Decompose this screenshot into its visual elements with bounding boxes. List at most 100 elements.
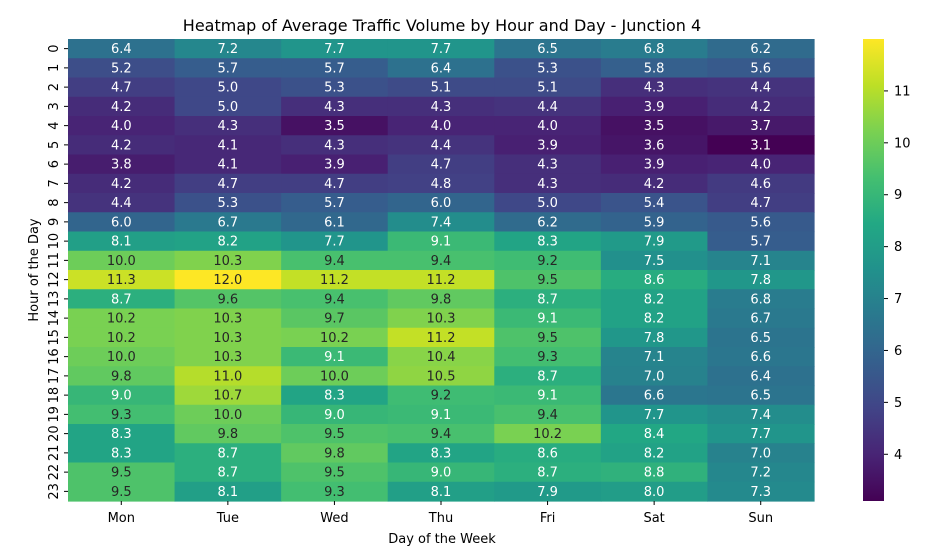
- cell-value-label: 9.7: [324, 312, 345, 327]
- x-tick-label: Tue: [216, 511, 239, 526]
- cell-value-label: 6.0: [431, 196, 452, 211]
- heatmap-cell: [494, 135, 602, 156]
- cell-value-label: 9.4: [537, 408, 558, 423]
- cell-value-label: 3.7: [750, 119, 771, 134]
- cell-value-label: 9.5: [324, 427, 345, 442]
- heatmap-cell: [174, 231, 282, 252]
- heatmap-cell: [494, 481, 602, 502]
- heatmap-cell: [281, 385, 389, 406]
- cell-value-label: 9.0: [111, 389, 132, 404]
- heatmap-cell: [600, 289, 709, 310]
- heatmap-cell: [174, 193, 282, 213]
- cell-value-label: 5.6: [750, 215, 771, 230]
- heatmap-cell: [600, 39, 709, 59]
- heatmap-cell: [494, 385, 602, 406]
- cell-value-label: 4.4: [750, 81, 771, 96]
- cell-value-label: 10.2: [107, 312, 136, 327]
- cell-value-label: 7.2: [750, 466, 771, 481]
- cell-value-label: 9.4: [324, 292, 345, 307]
- heatmap-cell: [494, 96, 602, 117]
- heatmap-cell: [281, 443, 389, 464]
- colorbar-gradient: [863, 39, 884, 501]
- heatmap-cell: [494, 250, 602, 271]
- cell-value-label: 4.1: [218, 158, 239, 173]
- cell-value-label: 4.8: [431, 177, 452, 192]
- cell-value-label: 7.7: [431, 42, 452, 57]
- x-tick-label: Sun: [748, 511, 773, 526]
- heatmap-cell: [707, 58, 815, 79]
- cell-value-label: 8.3: [111, 446, 132, 461]
- y-tick-label: 6: [47, 160, 62, 168]
- heatmap-cell: [494, 424, 602, 444]
- cell-value-label: 7.3: [750, 485, 771, 500]
- cell-value-label: 6.4: [431, 61, 452, 76]
- cell-value-label: 10.3: [213, 312, 242, 327]
- cell-value-label: 11.3: [107, 273, 136, 288]
- cell-value-label: 11.2: [427, 273, 456, 288]
- y-tick-label: 9: [47, 218, 62, 226]
- cell-value-label: 4.7: [431, 158, 452, 173]
- heatmap-cell: [600, 270, 709, 290]
- heatmap-cell: [707, 231, 815, 252]
- cell-value-label: 5.8: [644, 61, 665, 76]
- cell-value-label: 5.7: [324, 196, 345, 211]
- cell-value-label: 9.4: [431, 427, 452, 442]
- cell-value-label: 8.2: [218, 235, 239, 250]
- heatmap-cell: [68, 385, 176, 406]
- heatmap-cell: [707, 193, 815, 213]
- cell-value-label: 4.2: [111, 177, 132, 192]
- heatmap-cell: [600, 135, 709, 156]
- y-tick-label: 10: [47, 233, 62, 250]
- cell-value-label: 4.7: [750, 196, 771, 211]
- colorbar-tick-label: 7: [894, 292, 902, 307]
- heatmap-cell: [707, 77, 815, 98]
- cell-value-label: 3.9: [644, 100, 665, 115]
- heatmap-cell: [494, 347, 602, 367]
- cell-value-label: 9.0: [324, 408, 345, 423]
- cell-value-label: 7.9: [537, 485, 558, 500]
- cell-value-label: 6.5: [537, 42, 558, 57]
- y-tick-label: 3: [47, 102, 62, 110]
- heatmap-cell-labels: 6.4 7.2 7.7 7.7 6.5 6.8 6.2 5.2 5.7 5.7 6.4 5.3 5.8 5…: [107, 42, 771, 500]
- heatmap-cell: [174, 404, 282, 425]
- cell-value-label: 7.5: [644, 254, 665, 269]
- cell-value-label: 4.4: [111, 196, 132, 211]
- cell-value-label: 9.5: [537, 273, 558, 288]
- cell-value-label: 7.7: [324, 235, 345, 250]
- heatmap-cell: [387, 39, 495, 59]
- cell-value-label: 6.6: [750, 350, 771, 365]
- colorbar-tick-label: 11: [894, 84, 911, 99]
- colorbar-tick-label: 9: [894, 188, 902, 203]
- x-tick-label: Sat: [643, 511, 664, 526]
- cell-value-label: 9.5: [324, 466, 345, 481]
- heatmap-cell: [387, 443, 495, 464]
- cell-value-label: 4.2: [644, 177, 665, 192]
- cell-value-label: 9.5: [111, 485, 132, 500]
- heatmap-cell: [68, 270, 176, 290]
- cell-value-label: 8.3: [324, 389, 345, 404]
- heatmap-cell: [174, 462, 282, 483]
- cell-value-label: 4.3: [218, 119, 239, 134]
- cell-value-label: 8.2: [644, 312, 665, 327]
- heatmap-cell: [68, 481, 176, 502]
- y-tick-label: 12: [47, 271, 62, 288]
- heatmap-cell: [494, 116, 602, 136]
- cell-value-label: 5.3: [218, 196, 239, 211]
- cell-value-label: 4.0: [750, 158, 771, 173]
- cell-value-label: 9.0: [431, 466, 452, 481]
- heatmap-cell: [707, 347, 815, 367]
- cell-value-label: 5.0: [537, 196, 558, 211]
- heatmap-cell: [600, 462, 709, 483]
- cell-value-label: 4.7: [324, 177, 345, 192]
- cell-value-label: 5.7: [324, 61, 345, 76]
- cell-value-label: 5.2: [111, 61, 132, 76]
- heatmap-cell: [707, 327, 815, 348]
- cell-value-label: 9.4: [431, 254, 452, 269]
- cell-value-label: 8.7: [218, 466, 239, 481]
- heatmap-cell: [68, 154, 176, 175]
- cell-value-label: 9.1: [431, 408, 452, 423]
- heatmap-cell: [707, 404, 815, 425]
- y-tick-label: 22: [47, 464, 62, 481]
- heatmap-cell: [707, 385, 815, 406]
- heatmap-cell: [68, 327, 176, 348]
